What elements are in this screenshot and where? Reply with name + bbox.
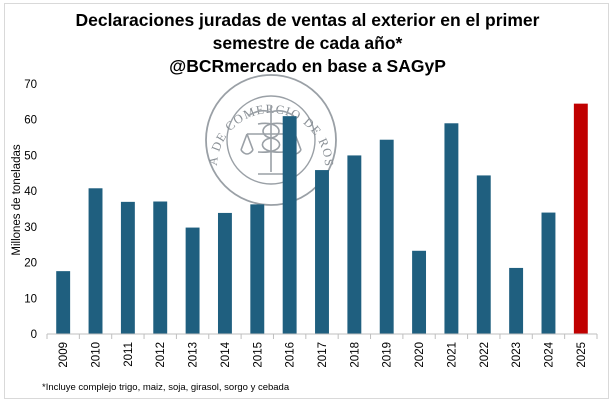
x-tick-label: 2023: [511, 342, 523, 368]
seal-inner-ring: [226, 95, 316, 185]
x-tick-label: 2021: [446, 342, 458, 368]
y-tick-label: 10: [24, 293, 37, 305]
x-tick-label: 2017: [317, 342, 329, 368]
x-tick-label: 2009: [58, 342, 70, 368]
x-tick-label: 2018: [349, 342, 361, 368]
y-tick-label: 70: [24, 79, 37, 91]
chart-title-line-1: Declaraciones juradas de ventas al exter…: [75, 10, 540, 30]
seal-outer-ring: [205, 74, 337, 206]
bar-2017: [315, 170, 329, 334]
x-tick-label: 2011: [123, 342, 135, 367]
bar-2025: [573, 103, 588, 335]
x-tick-label: 2014: [220, 341, 232, 367]
chart-frame: [4, 3, 609, 399]
bar-2014: [217, 212, 232, 334]
x-tick-label: 2019: [382, 342, 394, 368]
x-tick-label: 2012: [155, 342, 167, 368]
bar-2009: [56, 271, 71, 334]
y-tick-label: 40: [24, 186, 37, 198]
x-tick-label: 2025: [576, 342, 588, 368]
bar-2024: [541, 212, 556, 334]
bar-2023: [509, 267, 524, 334]
bar-2022: [476, 175, 491, 334]
bar-2013: [185, 227, 200, 334]
x-tick-label: 2013: [188, 342, 200, 368]
x-tick-label: 2024: [543, 341, 555, 367]
bar-2015: [250, 204, 265, 334]
bar-2018: [347, 155, 362, 334]
bar-2021: [444, 123, 459, 335]
bar-2016: [282, 116, 297, 335]
y-axis-label: Millones de toneladas: [11, 144, 23, 255]
bar-2011: [120, 201, 135, 334]
bars: [56, 103, 588, 335]
chart-footnote: *Incluye complejo trigo, maiz, soja, gir…: [42, 382, 290, 393]
x-tick-label: 2015: [252, 342, 264, 368]
bar-2012: [153, 201, 168, 334]
y-tick-label: 30: [24, 222, 37, 234]
chart-title: Declaraciones juradas de ventas al exter…: [0, 9, 615, 78]
y-tick-label: 20: [24, 258, 37, 270]
chart-title-line-3: @BCRmercado en base a SAGyP: [169, 56, 446, 76]
y-tick-label: 50: [24, 150, 37, 162]
x-tick-label: 2010: [91, 342, 103, 368]
y-tick-label: 60: [24, 115, 37, 127]
y-tick-label: 0: [31, 329, 37, 341]
x-axis: 2009 2010 2011 2012 2013 2014 2015 2016 2017 2018…: [46, 334, 598, 368]
y-axis: 0 10 20 30 40 50 60 70: [24, 79, 37, 341]
bar-2010: [88, 188, 103, 334]
bar-2019: [379, 139, 394, 334]
bar-2020: [412, 250, 427, 334]
chart-title-line-2: semestre de cada año*: [212, 33, 403, 53]
x-tick-label: 2022: [479, 342, 491, 368]
x-tick-label: 2016: [285, 342, 297, 368]
x-tick-label: 2020: [414, 342, 426, 368]
